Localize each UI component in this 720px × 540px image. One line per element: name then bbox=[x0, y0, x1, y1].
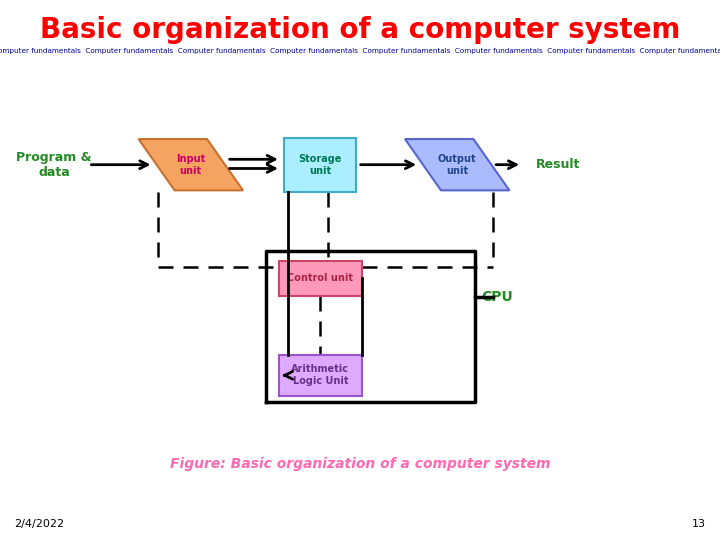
Text: Output
unit: Output unit bbox=[438, 154, 477, 176]
Text: Figure: Basic organization of a computer system: Figure: Basic organization of a computer… bbox=[170, 457, 550, 471]
Text: Program &
data: Program & data bbox=[17, 151, 91, 179]
Text: Result: Result bbox=[536, 158, 580, 171]
Text: Input
unit: Input unit bbox=[176, 154, 205, 176]
Text: 2/4/2022: 2/4/2022 bbox=[14, 519, 65, 529]
Text: Control unit: Control unit bbox=[287, 273, 354, 283]
FancyBboxPatch shape bbox=[284, 138, 356, 192]
Polygon shape bbox=[139, 139, 243, 191]
FancyBboxPatch shape bbox=[279, 260, 362, 296]
FancyBboxPatch shape bbox=[279, 355, 362, 395]
Text: 13: 13 bbox=[692, 519, 706, 529]
Polygon shape bbox=[405, 139, 510, 191]
Text: Computer fundamentals  Computer fundamentals  Computer fundamentals  Computer fu: Computer fundamentals Computer fundament… bbox=[0, 48, 720, 55]
Text: Basic organization of a computer system: Basic organization of a computer system bbox=[40, 16, 680, 44]
Text: Storage
unit: Storage unit bbox=[299, 154, 342, 176]
Text: Arithmetic
Logic Unit: Arithmetic Logic Unit bbox=[292, 364, 349, 386]
Text: CPU: CPU bbox=[481, 290, 513, 304]
